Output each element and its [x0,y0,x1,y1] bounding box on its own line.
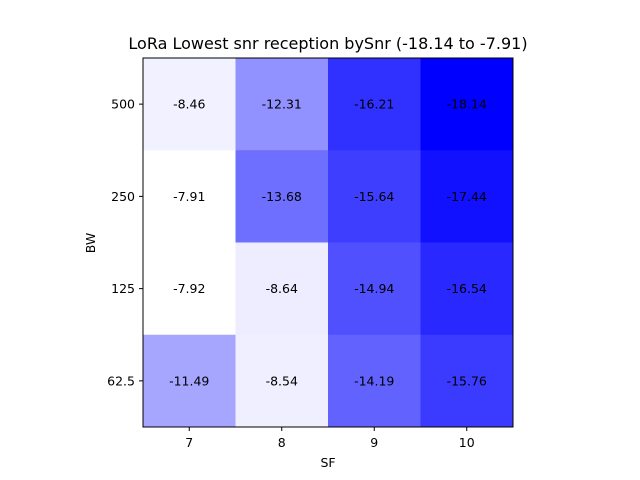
heatmap-cell [143,150,236,243]
cell-value-label: -12.31 [262,97,302,112]
cell-value-label: -7.91 [173,189,205,204]
x-tick-label: 9 [370,435,378,450]
cell-value-label: -14.94 [354,281,394,296]
heatmap-cell [328,334,421,428]
heatmap-cell [235,242,329,336]
heatmap-cell [420,242,514,336]
chart-title: LoRa Lowest snr reception bySnr (-18.14 … [128,34,527,53]
cell-value-label: -17.44 [447,189,487,204]
heatmap-cell [235,58,329,151]
plot-frame [142,57,514,428]
cell-value-label: -8.46 [173,97,205,112]
cell-value-label: -15.64 [354,189,394,204]
y-tick-label: 62.5 [107,373,135,388]
y-tick-label: 250 [111,189,135,204]
x-axis-label: SF [320,455,335,470]
cell-value-label: -14.19 [354,373,394,388]
x-tick-label: 10 [459,435,475,450]
cell-value-label: -13.68 [262,189,302,204]
heatmap-cell [328,150,421,243]
cell-value-label: -16.54 [447,281,487,296]
heatmap-cell [143,58,236,151]
cell-value-label: -15.76 [447,373,487,388]
x-tick-label: 8 [278,435,286,450]
heatmap-cell [328,58,421,151]
cell-value-label: -8.54 [266,373,298,388]
heatmap-cell [420,58,514,151]
heatmap-cells [143,58,514,428]
y-axis-label: BW [83,233,98,254]
y-tick-label: 125 [111,281,135,296]
y-axis-ticks: 500 250 125 62.5 [107,97,143,388]
heatmap-cell [420,150,514,243]
heatmap-cell [143,242,236,336]
cell-value-label: -8.64 [266,281,298,296]
y-tick-label: 500 [111,97,135,112]
heatmap-cell [235,334,329,428]
cell-value-label: -7.92 [173,281,205,296]
heatmap-cell [328,242,421,336]
cell-value-label: -16.21 [354,97,394,112]
x-axis-ticks: 7 8 9 10 [185,427,475,450]
heatmap-cell [235,150,329,243]
cell-value-label: -18.14 [447,97,487,112]
heatmap-cell-labels: -8.46 -12.31 -16.21 -18.14 -7.91 -13.68 -15.64… [169,97,487,389]
heatmap-cell [420,334,514,428]
x-tick-label: 7 [185,435,193,450]
heatmap-cell [143,334,236,428]
cell-value-label: -11.49 [169,373,209,388]
